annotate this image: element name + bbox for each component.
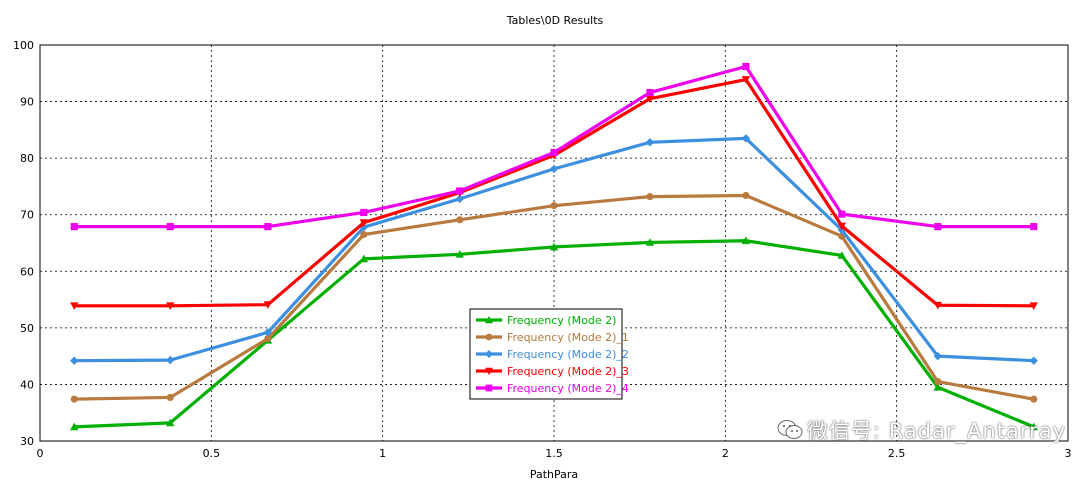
series-frequency-mode-2-2 <box>70 134 1038 365</box>
series-frequency-mode-2-1 <box>70 191 1038 403</box>
data-point <box>1029 422 1038 431</box>
legend-item: Frequency (Mode 2)_3 <box>476 365 629 378</box>
x-tick-label: 0 <box>37 447 44 460</box>
data-point <box>456 187 464 195</box>
data-point <box>485 350 493 358</box>
data-point <box>837 251 847 259</box>
data-point <box>645 138 655 147</box>
series-frequency-mode-2-4 <box>70 62 1038 231</box>
data-point <box>742 191 750 200</box>
x-tick-label: 3 <box>1065 447 1072 460</box>
data-point <box>359 219 369 227</box>
data-point <box>550 202 558 210</box>
data-point <box>741 134 751 143</box>
data-point <box>360 230 368 239</box>
data-point <box>741 76 751 84</box>
data-point <box>264 335 272 343</box>
y-tick-label: 30 <box>20 435 34 448</box>
y-tick-label: 90 <box>20 96 34 109</box>
data-point <box>1030 395 1038 403</box>
x-tick-label: 0.5 <box>203 447 221 460</box>
data-point <box>646 88 654 97</box>
data-point <box>166 393 174 402</box>
legend-item: Frequency (Mode 2)_2 <box>476 348 629 361</box>
y-tick-label: 40 <box>20 378 34 391</box>
x-tick-label: 1.5 <box>545 447 563 460</box>
data-point <box>456 216 464 224</box>
legend: Frequency (Mode 2) Frequency (Mode 2)_1 Fr… <box>469 308 629 400</box>
data-point <box>70 356 79 365</box>
data-point <box>1029 356 1038 365</box>
x-tick-label: 1 <box>379 447 386 460</box>
legend-label: Frequency (Mode 2)_3 <box>507 365 629 378</box>
legend-label: Frequency (Mode 2) <box>507 314 616 327</box>
data-point <box>646 193 654 201</box>
data-point <box>742 62 750 71</box>
data-point <box>70 422 79 431</box>
legend-item: Frequency (Mode 2)_1 <box>476 331 629 344</box>
legend-item: Frequency (Mode 2) <box>476 314 616 327</box>
data-point <box>70 395 78 403</box>
y-tick-label: 100 <box>13 39 34 52</box>
y-tick-label: 80 <box>20 152 34 165</box>
data-point <box>933 351 942 361</box>
data-point <box>455 194 464 204</box>
data-point <box>838 210 846 218</box>
data-point <box>166 223 174 231</box>
legend-label: Frequency (Mode 2)_1 <box>507 331 629 344</box>
data-point <box>1030 223 1038 231</box>
wechat-icon <box>777 420 803 439</box>
watermark: 微信号: Radar_Antarray <box>777 415 1066 445</box>
data-point <box>837 222 847 231</box>
y-tick-label: 50 <box>20 322 34 335</box>
data-point <box>549 242 559 251</box>
data-point <box>645 238 655 246</box>
legend-label: Frequency (Mode 2)_2 <box>507 348 629 361</box>
data-point <box>359 222 369 232</box>
x-tick-label: 2 <box>722 447 729 460</box>
data-point <box>645 95 655 103</box>
data-point <box>934 223 942 231</box>
data-point <box>263 301 273 309</box>
data-point <box>360 208 368 217</box>
watermark-text: 微信号: Radar_Antarray <box>806 419 1066 443</box>
data-point <box>166 355 175 365</box>
data-point <box>933 301 942 310</box>
data-point <box>485 384 493 392</box>
legend-label: Frequency (Mode 2)_4 <box>507 382 629 395</box>
data-point <box>70 223 78 231</box>
legend-item: Frequency (Mode 2)_4 <box>476 382 629 395</box>
data-point <box>485 333 493 341</box>
data-point <box>455 250 464 258</box>
data-point <box>359 254 369 263</box>
data-point <box>741 236 751 245</box>
data-point <box>264 223 272 231</box>
y-axis-ticks: 30 40 50 60 70 80 90 100 <box>13 39 34 448</box>
data-point <box>549 164 559 174</box>
data-point <box>166 302 175 310</box>
x-tick-label: 2.5 <box>888 447 906 460</box>
data-point <box>166 418 175 427</box>
data-point <box>934 378 942 386</box>
data-point <box>485 316 493 324</box>
data-point <box>485 367 493 375</box>
data-point <box>550 148 558 157</box>
x-axis-ticks: 0 0.5 1 1.5 2 2.5 3 <box>37 447 1072 460</box>
series-frequency-mode-2- <box>70 236 1038 431</box>
series-group <box>70 62 1038 431</box>
data-point <box>70 302 79 310</box>
y-tick-label: 60 <box>20 265 34 278</box>
data-point <box>933 383 942 391</box>
chart-title: Tables\0D Results <box>506 14 604 27</box>
data-point <box>1029 302 1038 310</box>
x-axis-label: PathPara <box>530 468 578 481</box>
y-tick-label: 70 <box>20 209 34 222</box>
data-point <box>263 328 273 337</box>
plot-frame <box>39 44 1069 442</box>
